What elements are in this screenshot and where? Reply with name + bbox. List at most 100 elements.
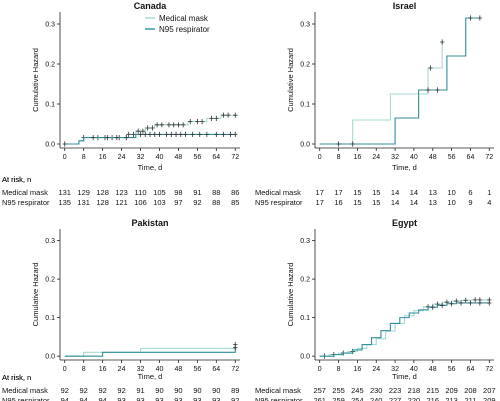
y-tick-label: 0.0 — [45, 354, 55, 361]
risk-value: 131 — [77, 198, 90, 207]
risk-value: 106 — [134, 198, 147, 207]
risk-value: 92 — [80, 386, 88, 395]
risk-value: 105 — [153, 188, 166, 197]
risk-value: 245 — [351, 386, 364, 395]
risk-table-header: At risk, n — [2, 373, 31, 382]
censor-mark — [487, 300, 492, 306]
risk-value: 213 — [445, 396, 458, 401]
risk-value: 209 — [483, 396, 496, 401]
x-tick-label: 16 — [99, 366, 107, 373]
censor-mark — [221, 112, 226, 118]
censor-mark — [180, 122, 186, 128]
risk-value: 209 — [445, 386, 458, 395]
panel-title: Egypt — [392, 218, 417, 228]
series-line-medical-mask — [319, 299, 490, 357]
y-tick-label: 0.1 — [45, 102, 55, 109]
risk-value: 88 — [212, 188, 220, 197]
x-tick-label: 24 — [372, 154, 380, 161]
series-line-medical-mask — [319, 42, 443, 145]
x-tick-label: 32 — [391, 154, 399, 161]
risk-value: 90 — [155, 386, 163, 395]
risk-value: 223 — [389, 386, 402, 395]
y-axis-label: Cumulative Hazard — [31, 48, 40, 112]
risk-table: At risk, n Medical mask 257 255 245 230 223 218… — [2, 373, 496, 401]
series-line-medical-mask — [64, 114, 236, 145]
x-tick-label: 40 — [410, 154, 418, 161]
censor-mark — [114, 135, 120, 141]
risk-value: 94 — [61, 396, 69, 401]
x-tick-label: 40 — [156, 366, 164, 373]
x-tick-label: 8 — [82, 366, 86, 373]
risk-value: 17 — [316, 198, 324, 207]
censor-mark — [131, 131, 136, 137]
x-tick-label: 64 — [467, 154, 475, 161]
risk-value: 218 — [408, 386, 421, 395]
x-tick-label: 48 — [175, 154, 183, 161]
x-tick-label: 72 — [231, 366, 239, 373]
risk-value: 94 — [80, 396, 88, 401]
risk-value: 220 — [408, 396, 421, 401]
risk-row-label: Medical mask — [255, 386, 301, 395]
risk-value: 14 — [410, 198, 418, 207]
x-tick-label: 16 — [353, 366, 361, 373]
censor-mark — [183, 131, 188, 137]
x-tick-label: 72 — [485, 366, 493, 373]
censor-mark — [214, 131, 219, 137]
risk-row-label: Medical mask — [255, 188, 301, 197]
censor-mark — [209, 115, 214, 121]
risk-value: 86 — [231, 188, 239, 197]
risk-value: 4 — [487, 198, 491, 207]
censor-mark — [350, 141, 355, 147]
risk-value: 14 — [391, 198, 399, 207]
y-tick-label: 0.3 — [300, 22, 310, 29]
censor-mark — [171, 122, 176, 128]
censor-mark — [199, 119, 205, 125]
censor-mark — [439, 39, 445, 45]
x-tick-label: 40 — [156, 154, 164, 161]
x-axis-label: Time, d — [392, 372, 417, 381]
censor-mark — [435, 87, 440, 93]
chart-legend: Medical mask N95 respirator — [145, 14, 210, 34]
risk-value: 85 — [231, 198, 239, 207]
x-tick-label: 48 — [429, 366, 437, 373]
x-tick-label: 32 — [391, 366, 399, 373]
x-tick-label: 72 — [231, 154, 239, 161]
risk-value: 15 — [353, 188, 361, 197]
risk-value: 90 — [174, 386, 182, 395]
risk-value: 128 — [96, 188, 109, 197]
risk-value: 240 — [370, 396, 383, 401]
x-axis-label: Time, d — [138, 163, 163, 172]
x-tick-label: 8 — [82, 154, 86, 161]
series-line-medical-mask — [64, 344, 236, 357]
x-tick-label: 56 — [448, 154, 456, 161]
risk-value: 10 — [447, 198, 455, 207]
censor-mark — [204, 131, 210, 137]
risk-value: 98 — [174, 188, 182, 197]
censor-mark — [157, 131, 162, 137]
y-tick-label: 0.3 — [45, 22, 55, 29]
censor-mark — [233, 345, 238, 351]
risk-value: 135 — [58, 198, 71, 207]
censor-mark — [152, 131, 157, 137]
risk-value: 211 — [464, 396, 476, 401]
risk-value: 17 — [316, 188, 324, 197]
x-tick-label: 0 — [318, 154, 322, 161]
chart-panel-pakistan: Pakistan 0.0 0.1 0.2 0.3 0 8 16 24 32 40 48 56 64 72 Cu… — [2, 218, 240, 401]
risk-value: 16 — [334, 198, 342, 207]
censor-mark — [176, 122, 181, 128]
x-axis-label: Time, d — [138, 372, 163, 381]
risk-value: 128 — [96, 198, 109, 207]
y-tick-label: 0.1 — [45, 315, 55, 322]
risk-value: 17 — [334, 188, 342, 197]
censor-mark — [468, 300, 473, 306]
x-tick-label: 56 — [193, 154, 201, 161]
censor-mark — [228, 131, 233, 137]
censor-mark — [105, 135, 110, 141]
risk-value: 257 — [313, 386, 326, 395]
x-tick-label: 32 — [137, 154, 145, 161]
risk-value: 15 — [372, 198, 380, 207]
x-tick-label: 64 — [212, 154, 220, 161]
censor-mark — [140, 128, 146, 134]
censor-mark — [90, 135, 96, 141]
